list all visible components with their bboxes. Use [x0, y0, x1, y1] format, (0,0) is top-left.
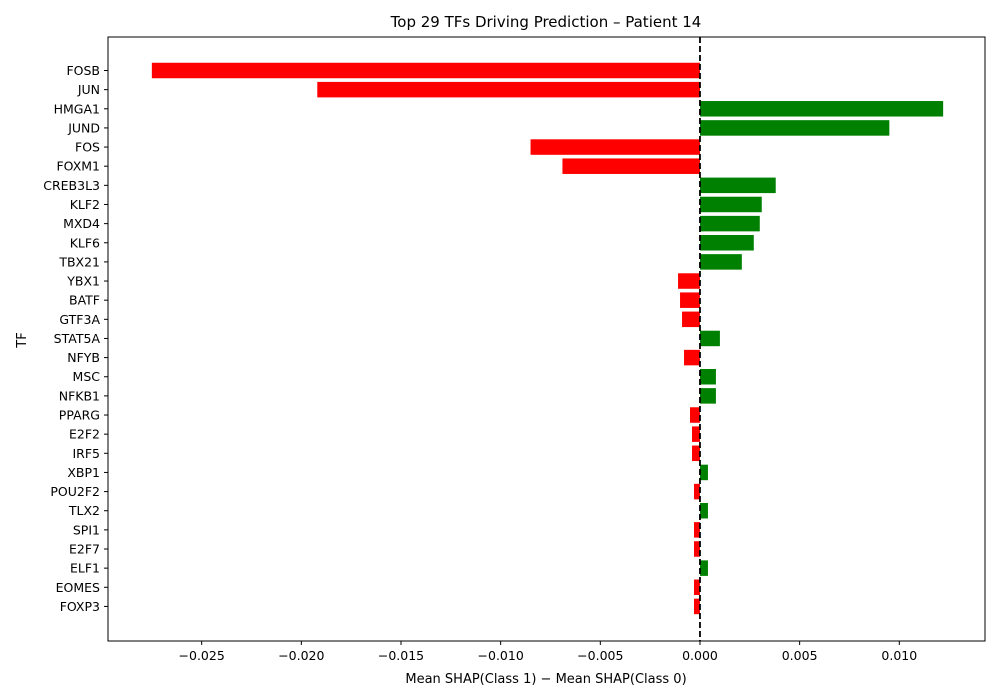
y-tick-label: E2F7: [69, 542, 100, 557]
bar-tlx2: [699, 502, 708, 519]
y-tick-label: POU2F2: [50, 484, 100, 499]
x-axis-label: Mean SHAP(Class 1) − Mean SHAP(Class 0): [405, 672, 686, 687]
bar-e2f7: [693, 541, 700, 557]
x-tick-label: −0.005: [577, 648, 623, 663]
bar-irf5: [692, 445, 700, 462]
x-tick-label: 0.005: [782, 648, 818, 663]
bar-stat5a: [699, 330, 720, 347]
bar-batf: [680, 292, 700, 308]
bar-spi1: [693, 522, 700, 538]
y-tick-label: JUN: [77, 82, 100, 97]
bar-gtf3a: [682, 311, 700, 328]
y-tick-label: JUND: [67, 120, 100, 135]
bar-eomes: [693, 579, 700, 596]
y-tick-label: KLF2: [70, 197, 100, 212]
bar-msc: [699, 368, 716, 385]
bar-nfyb: [684, 349, 700, 366]
y-tick-label: TBX21: [58, 254, 100, 269]
y-tick-label: FOXP3: [60, 599, 100, 614]
bar-klf2: [699, 196, 762, 213]
bars-group: [151, 62, 944, 615]
bar-mxd4: [699, 215, 760, 232]
plot-area-frame: [107, 36, 986, 642]
y-tick-label: TLX2: [68, 503, 100, 518]
y-tick-label: YBX1: [66, 274, 100, 289]
x-tick-label: −0.020: [278, 648, 324, 663]
bar-klf6: [699, 235, 754, 251]
bar-pparg: [690, 407, 700, 423]
bar-elf1: [699, 560, 708, 576]
y-tick-label: EOMES: [56, 580, 100, 595]
y-tick-label: CREB3L3: [43, 178, 100, 193]
y-tick-label: NFYB: [67, 350, 100, 365]
y-axis-label: TF: [15, 332, 30, 348]
bar-xbp1: [699, 464, 708, 481]
y-tick-label: FOXM1: [56, 159, 100, 174]
x-tick-label: 0.000: [682, 648, 718, 663]
bar-e2f2: [692, 426, 700, 442]
x-tick-label: 0.010: [881, 648, 917, 663]
bar-ybx1: [678, 273, 700, 289]
bar-jun: [317, 81, 700, 98]
x-axis-ticks: −0.025 −0.020 −0.015 −0.010 −0.005 0.000 0.005…: [179, 641, 917, 663]
bar-fos: [530, 139, 700, 155]
chart-title: Top 29 TFs Driving Prediction – Patient …: [390, 13, 702, 31]
y-tick-label: KLF6: [70, 235, 100, 250]
x-tick-label: −0.010: [478, 648, 524, 663]
bar-hmga1: [699, 101, 944, 117]
y-tick-label: IRF5: [72, 446, 100, 461]
bar-foxm1: [562, 158, 700, 174]
bar-fosb: [151, 62, 700, 79]
y-tick-label: HMGA1: [54, 101, 100, 116]
y-tick-label: SPI1: [73, 522, 100, 537]
y-tick-label: GTF3A: [59, 312, 100, 327]
bar-nfkb1: [699, 388, 716, 404]
y-tick-label: ELF1: [70, 561, 100, 576]
bar-creb3l3: [699, 177, 776, 194]
y-tick-label: MXD4: [63, 216, 100, 231]
bar-foxp3: [693, 598, 700, 615]
y-axis-ticks: FOSB JUN HMGA1 JUND FOS FOXM1 CREB3L3 KLF2 MXD4 K…: [43, 63, 108, 614]
bar-tbx21: [699, 254, 742, 270]
bar-jund: [699, 120, 890, 136]
y-tick-label: PPARG: [59, 408, 100, 423]
bar-pou2f2: [693, 483, 700, 500]
y-tick-label: E2F2: [69, 427, 100, 442]
x-tick-label: −0.015: [378, 648, 424, 663]
y-tick-label: XBP1: [67, 465, 100, 480]
x-tick-label: −0.025: [179, 648, 225, 663]
y-tick-label: NFKB1: [59, 388, 100, 403]
y-tick-label: FOSB: [66, 63, 100, 78]
y-tick-label: BATF: [69, 293, 100, 308]
y-tick-label: STAT5A: [54, 331, 101, 346]
y-tick-label: FOS: [75, 140, 100, 155]
y-tick-label: MSC: [73, 369, 101, 384]
